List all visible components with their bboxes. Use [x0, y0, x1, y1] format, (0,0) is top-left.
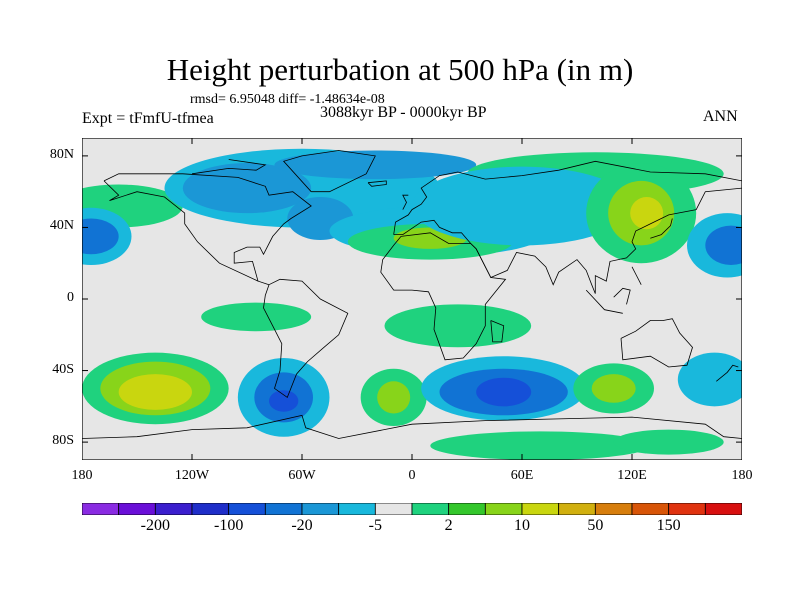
- colorbar-box-7: [338, 503, 376, 515]
- lon-label: 60E: [510, 468, 534, 483]
- axis-ticks: [82, 138, 742, 460]
- colorbar: [82, 503, 742, 515]
- colorbar-box-4: [228, 503, 266, 515]
- rmsd-subtitle: rmsd= 6.95048 diff= -1.48634e-08: [190, 92, 385, 107]
- colorbar-box-0: [82, 503, 120, 515]
- coastline-segment-1: [103, 180, 259, 282]
- colorbar-box-9: [411, 503, 450, 515]
- coastlines: [82, 150, 742, 439]
- contour-region-2: [82, 218, 119, 255]
- colorbar-box-6: [301, 503, 340, 515]
- lon-label: 120W: [174, 468, 210, 483]
- colorbar-box-14: [594, 503, 633, 515]
- lon-label: 0: [408, 468, 416, 483]
- lat-label: 40S: [52, 361, 74, 377]
- colorbar-box-11: [484, 503, 523, 515]
- colorbar-label: -20: [291, 517, 313, 534]
- coastline-segment-5: [620, 318, 693, 368]
- colorbar-label: 10: [514, 517, 530, 534]
- period-label: 3088kyr BP - 0000kyr BP: [320, 104, 487, 121]
- contour-region-6: [274, 150, 477, 180]
- lat-label: 0: [67, 290, 74, 305]
- contour-region-26: [377, 381, 411, 414]
- coastline-segment-0: [103, 173, 349, 399]
- colorbar-box-10: [448, 503, 486, 515]
- map-title: Height perturbation at 500 hPa (in m): [166, 52, 634, 87]
- colorbar-label: -200: [140, 517, 170, 534]
- lon-label: 60W: [288, 468, 316, 483]
- lat-label: 40N: [49, 218, 74, 234]
- coastline-segment-6: [282, 150, 376, 193]
- coastline-segment-15: [402, 194, 409, 210]
- lon-label: 120E: [617, 468, 647, 483]
- map-panel: [82, 138, 742, 460]
- contour-region-21: [118, 374, 192, 410]
- colorbar-label: 50: [587, 517, 604, 534]
- coastline-segment-12: [613, 287, 631, 305]
- coastline-segment-13: [631, 266, 642, 285]
- colorbar-box-12: [521, 503, 560, 515]
- coastline-segment-8: [191, 159, 267, 175]
- coastline-segment-10: [716, 364, 739, 382]
- coastline-segment-7: [82, 414, 742, 439]
- contour-region-33: [430, 431, 651, 460]
- contour-region-29: [476, 377, 532, 407]
- coastline-segment-2: [393, 160, 742, 235]
- colorbar-box-15: [631, 503, 670, 515]
- coastline-segment-14: [490, 320, 505, 343]
- colorbar-box-16: [668, 503, 706, 515]
- colorbar-box-8: [374, 503, 413, 515]
- coastline-segment-16: [367, 180, 387, 187]
- colorbar-box-17: [704, 503, 742, 515]
- contour-region-17: [201, 302, 312, 332]
- colorbar-label: -100: [213, 517, 244, 534]
- lon-label: 180: [731, 468, 753, 483]
- contour-region-18: [384, 304, 532, 348]
- contour-region-34: [613, 429, 724, 455]
- lat-label: 80N: [49, 146, 74, 162]
- contour-region-32: [677, 352, 742, 407]
- colorbar-label: 2: [444, 517, 453, 534]
- colorbar-label: -5: [368, 517, 382, 534]
- colorbar-box-2: [154, 503, 193, 515]
- experiment-label: Expt = tFmfU-tfmea: [82, 110, 214, 127]
- colorbar-box-5: [264, 503, 303, 515]
- season-label: ANN: [703, 108, 738, 125]
- contour-region-31: [591, 374, 636, 403]
- coastline-segment-9: [650, 218, 673, 239]
- lat-label: 80S: [52, 433, 74, 449]
- colorbar-box-3: [191, 503, 230, 515]
- contour-region-11: [412, 166, 632, 246]
- contour-region-24: [269, 390, 299, 412]
- coastline-segment-3: [393, 187, 742, 294]
- colorbar-box-13: [558, 503, 596, 515]
- coastline-segment-4: [380, 232, 507, 361]
- lon-label: 180: [71, 468, 93, 483]
- colorbar-label: 150: [656, 517, 681, 534]
- colorbar-box-1: [118, 503, 156, 515]
- coastline-segment-11: [585, 289, 623, 314]
- contour-region-14: [630, 197, 664, 230]
- contour-region-16: [705, 225, 742, 266]
